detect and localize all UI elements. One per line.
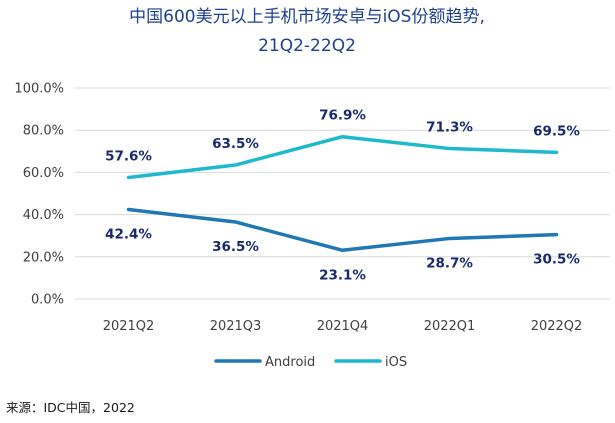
legend-label-ios: iOS (385, 355, 407, 370)
x-tick-label: 2021Q3 (210, 319, 262, 334)
series-line-ios (126, 134, 559, 180)
x-tick-label: 2021Q4 (317, 319, 369, 334)
chart-title-line2: 21Q2-22Q2 (258, 36, 356, 56)
data-label-android: 42.4% (105, 227, 152, 243)
data-label-android: 36.5% (212, 239, 259, 255)
data-label-ios: 76.9% (319, 108, 366, 124)
source-note: 来源：IDC中国，2022 (6, 400, 135, 415)
series-line-android (126, 207, 559, 253)
x-tick-label: 2022Q1 (424, 319, 476, 334)
data-label-android: 30.5% (533, 252, 580, 268)
y-axis-ticks: 0.0% 20.0% 40.0% 60.0% 80.0% 100.0% (14, 82, 64, 308)
series-lines (126, 134, 559, 253)
data-label-ios: 71.3% (426, 120, 473, 136)
x-tick-label: 2021Q2 (103, 319, 155, 334)
legend: Android iOS (214, 355, 407, 370)
data-label-android: 28.7% (426, 255, 473, 271)
data-label-ios: 57.6% (105, 148, 152, 164)
y-tick-label: 0.0% (31, 293, 64, 308)
data-label-ios: 63.5% (212, 136, 259, 152)
y-tick-label: 80.0% (23, 124, 64, 139)
chart-title-line1: 中国600美元以上手机市场安卓与iOS份额趋势, (129, 7, 485, 27)
y-tick-label: 40.0% (23, 208, 64, 223)
data-label-ios: 69.5% (533, 123, 580, 139)
y-tick-label: 100.0% (14, 82, 64, 97)
data-labels: 42.4% 36.5% 23.1% 28.7% 30.5% 57.6% 63.5% 76.9%… (105, 108, 580, 284)
x-axis-ticks: 2021Q2 2021Q3 2021Q4 2022Q1 2022Q2 (103, 319, 583, 334)
x-tick-label: 2022Q2 (531, 319, 583, 334)
legend-label-android: Android (265, 355, 315, 370)
y-tick-label: 20.0% (23, 250, 64, 265)
y-tick-label: 60.0% (23, 166, 64, 181)
data-label-android: 23.1% (319, 267, 366, 283)
